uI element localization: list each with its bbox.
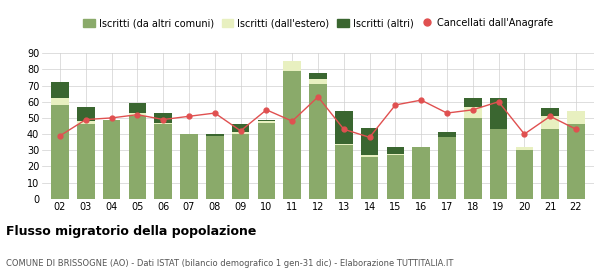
Bar (309, 79, 327, 84)
Bar (77, 124, 95, 199)
Bar (412, 147, 430, 199)
Bar (335, 144, 353, 145)
Bar (541, 108, 559, 116)
Bar (464, 99, 482, 107)
Bar (515, 150, 533, 199)
Bar (128, 103, 146, 113)
Bar (335, 111, 353, 144)
Bar (515, 147, 533, 150)
Bar (128, 113, 146, 116)
Bar (232, 124, 250, 132)
Bar (257, 121, 275, 123)
Bar (541, 129, 559, 199)
Bar (541, 116, 559, 129)
Bar (232, 132, 250, 134)
Bar (154, 123, 172, 124)
Bar (51, 82, 69, 99)
Bar (51, 105, 69, 199)
Bar (386, 153, 404, 155)
Bar (361, 128, 379, 155)
Bar (180, 134, 198, 199)
Bar (154, 113, 172, 123)
Bar (309, 84, 327, 199)
Bar (206, 136, 224, 199)
Bar (103, 120, 121, 199)
Bar (206, 134, 224, 136)
Bar (77, 121, 95, 124)
Bar (490, 129, 508, 199)
Bar (361, 157, 379, 199)
Bar (490, 99, 508, 129)
Bar (257, 123, 275, 199)
Bar (128, 116, 146, 199)
Bar (232, 134, 250, 199)
Text: COMUNE DI BRISSOGNE (AO) - Dati ISTAT (bilancio demografico 1 gen-31 dic) - Elab: COMUNE DI BRISSOGNE (AO) - Dati ISTAT (b… (6, 259, 454, 268)
Bar (154, 124, 172, 199)
Bar (257, 120, 275, 121)
Bar (567, 124, 585, 199)
Bar (464, 107, 482, 118)
Bar (77, 107, 95, 121)
Bar (438, 132, 456, 137)
Bar (283, 61, 301, 71)
Bar (361, 155, 379, 157)
Bar (283, 71, 301, 199)
Bar (464, 118, 482, 199)
Bar (335, 145, 353, 199)
Bar (51, 99, 69, 105)
Legend: Iscritti (da altri comuni), Iscritti (dall'estero), Iscritti (altri), Cancellati: Iscritti (da altri comuni), Iscritti (da… (79, 14, 557, 32)
Bar (386, 147, 404, 153)
Bar (567, 111, 585, 124)
Bar (309, 73, 327, 79)
Text: Flusso migratorio della popolazione: Flusso migratorio della popolazione (6, 225, 256, 238)
Bar (386, 155, 404, 199)
Bar (438, 137, 456, 199)
